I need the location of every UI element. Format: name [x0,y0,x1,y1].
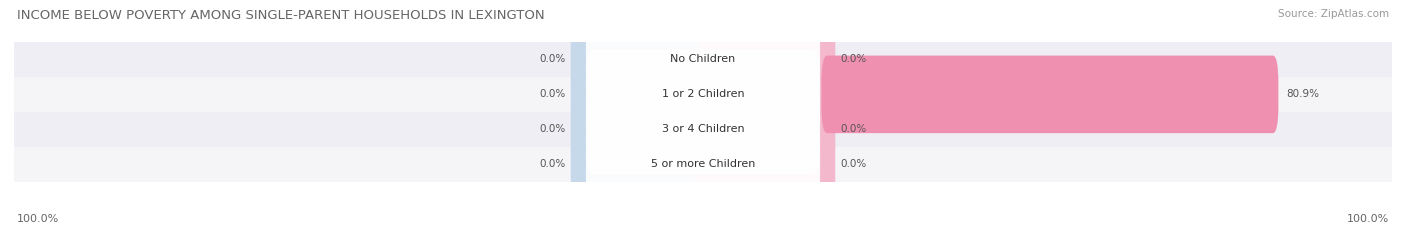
Text: 5 or more Children: 5 or more Children [651,159,755,169]
Bar [0,42,1406,77]
Bar [0,147,1406,182]
Text: 100.0%: 100.0% [1347,214,1389,224]
Bar [0,77,1406,112]
Text: 0.0%: 0.0% [538,124,565,134]
FancyBboxPatch shape [695,76,835,182]
Text: 0.0%: 0.0% [538,89,565,99]
FancyBboxPatch shape [571,42,711,147]
FancyBboxPatch shape [586,84,820,174]
FancyBboxPatch shape [695,42,835,147]
FancyBboxPatch shape [571,76,711,182]
FancyBboxPatch shape [586,14,820,105]
Text: INCOME BELOW POVERTY AMONG SINGLE-PARENT HOUSEHOLDS IN LEXINGTON: INCOME BELOW POVERTY AMONG SINGLE-PARENT… [17,9,544,22]
Text: 0.0%: 0.0% [538,55,565,64]
FancyBboxPatch shape [571,112,711,217]
Text: 0.0%: 0.0% [841,159,868,169]
FancyBboxPatch shape [695,112,835,217]
Text: No Children: No Children [671,55,735,64]
FancyBboxPatch shape [695,7,835,112]
Bar [0,112,1406,147]
Text: 0.0%: 0.0% [841,55,868,64]
FancyBboxPatch shape [586,49,820,139]
Text: 100.0%: 100.0% [17,214,59,224]
FancyBboxPatch shape [571,7,711,112]
Text: Source: ZipAtlas.com: Source: ZipAtlas.com [1278,9,1389,19]
Text: 1 or 2 Children: 1 or 2 Children [662,89,744,99]
Text: 3 or 4 Children: 3 or 4 Children [662,124,744,134]
FancyBboxPatch shape [586,119,820,209]
Text: 0.0%: 0.0% [538,159,565,169]
Text: 80.9%: 80.9% [1286,89,1320,99]
Text: 0.0%: 0.0% [841,124,868,134]
FancyBboxPatch shape [821,55,1278,133]
